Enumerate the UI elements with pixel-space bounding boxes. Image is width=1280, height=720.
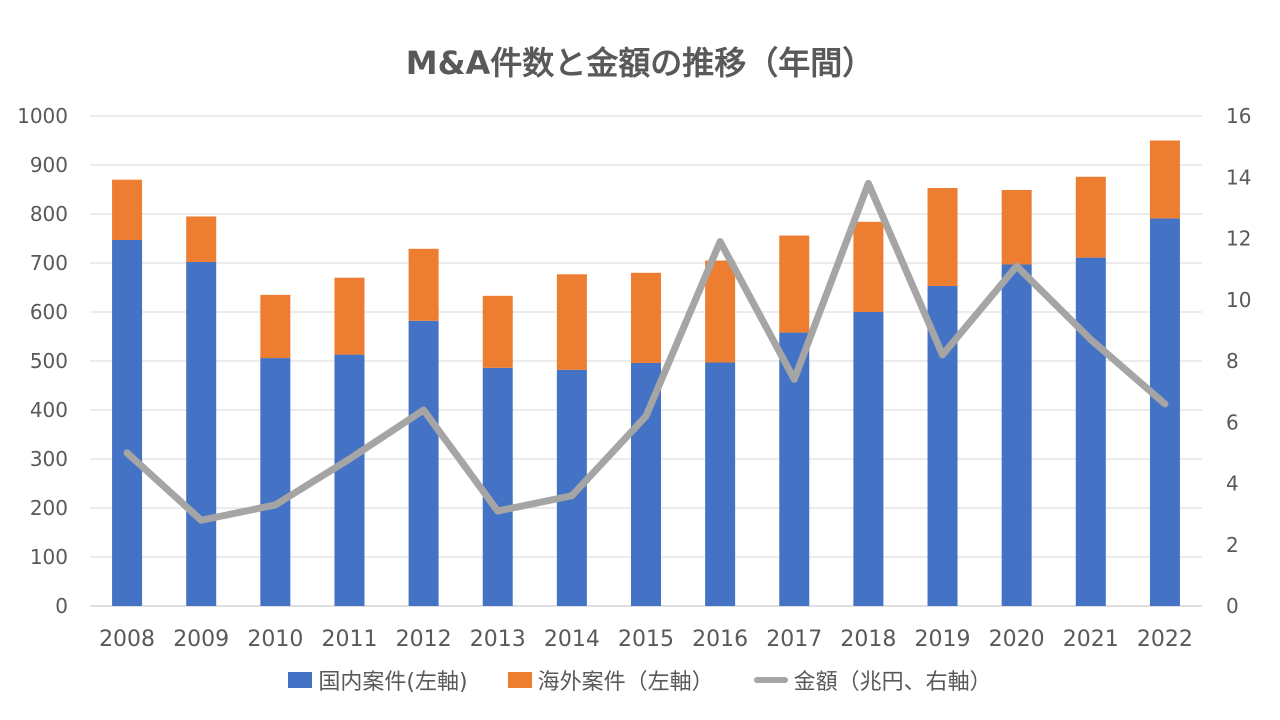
chart-title: M&A件数と金額の推移（年間）: [405, 44, 875, 82]
y-left-tick-label: 1000: [17, 104, 68, 128]
legend-item-domestic: 国内案件(左軸): [288, 664, 468, 696]
y-left-tick-label: 400: [30, 398, 68, 422]
y-right-tick-label: 14: [1226, 165, 1251, 189]
bar-overseas: [556, 274, 587, 370]
bar-overseas: [705, 260, 736, 363]
legend-label-domestic: 国内案件(左軸): [318, 670, 468, 695]
chart-plot: 0 100 200 300 400 500 600 700 800 900 1000 0 2 4 6 8 10 1…: [17, 104, 1251, 652]
legend-item-amount: 金額（兆円、右軸）: [753, 664, 992, 696]
y-left-tick-label: 0: [55, 594, 68, 618]
y-right-tick-label: 8: [1226, 349, 1239, 373]
bar-domestic: [631, 362, 661, 606]
y-left-tick-label: 100: [30, 545, 68, 569]
bar-domestic: [853, 312, 884, 606]
x-tick-label: 2012: [396, 627, 452, 652]
x-tick-label: 2008: [99, 627, 155, 652]
x-tick-label: 2014: [544, 627, 600, 652]
y-right-tick-label: 12: [1226, 227, 1251, 251]
bar-domestic: [1075, 257, 1106, 606]
bars: [112, 140, 1180, 606]
bar-overseas: [408, 248, 439, 321]
x-tick-label: 2016: [692, 627, 748, 652]
y-right-tick-label: 2: [1226, 533, 1239, 557]
bar-overseas: [112, 179, 143, 240]
bar-overseas: [631, 272, 661, 363]
bar-domestic: [112, 239, 143, 606]
bar-domestic: [1149, 218, 1180, 606]
bar-domestic: [408, 320, 439, 606]
x-tick-label: 2018: [840, 627, 896, 652]
bar-domestic: [260, 358, 291, 606]
y-right-tick-label: 16: [1226, 104, 1251, 128]
y-right-tick-label: 0: [1226, 594, 1239, 618]
y-left-tick-label: 200: [30, 496, 68, 520]
y-left-tick-label: 300: [30, 447, 68, 471]
legend-label-amount: 金額（兆円、右軸）: [793, 670, 992, 695]
bar-overseas: [260, 294, 291, 359]
bar-domestic: [334, 354, 365, 606]
legend-swatch-overseas: [507, 672, 532, 688]
y-right-tick-label: 4: [1226, 472, 1239, 496]
x-tick-label: 2011: [321, 627, 377, 652]
y-right-tick-label: 6: [1226, 410, 1239, 434]
bar-overseas: [1075, 176, 1106, 258]
y-left-tick-label: 800: [30, 202, 68, 226]
x-tick-label: 2013: [470, 627, 526, 652]
y-left-tick-label: 500: [30, 349, 68, 373]
legend-swatch-amount: [753, 677, 788, 683]
x-tick-label: 2010: [247, 627, 303, 652]
bar-domestic: [186, 262, 217, 606]
x-tick-label: 2009: [173, 627, 229, 652]
x-tick-label: 2015: [618, 627, 674, 652]
bar-domestic: [705, 362, 736, 606]
bar-overseas: [1149, 140, 1180, 219]
bar-overseas: [186, 216, 217, 263]
x-tick-label: 2020: [989, 627, 1045, 652]
legend: 国内案件(左軸) 海外案件（左軸） 金額（兆円、右軸）: [0, 664, 1280, 696]
legend-swatch-domestic: [288, 672, 313, 688]
y-right-tick-label: 10: [1226, 288, 1251, 312]
bar-overseas: [927, 188, 958, 287]
bar-overseas: [1001, 189, 1032, 265]
amount-line: [123, 179, 1169, 524]
y-left-tick-label: 900: [30, 153, 68, 177]
axis-labels: 0 100 200 300 400 500 600 700 800 900 1000 0 2 4 6 8 10 1…: [17, 104, 1251, 652]
bar-domestic: [1001, 264, 1032, 606]
bar-overseas: [853, 221, 884, 312]
bar-overseas: [482, 295, 513, 368]
x-tick-label: 2022: [1137, 627, 1193, 652]
legend-label-overseas: 海外案件（左軸）: [537, 670, 714, 695]
bar-overseas: [779, 235, 810, 333]
legend-item-overseas: 海外案件（左軸）: [507, 664, 714, 696]
x-tick-label: 2021: [1063, 627, 1119, 652]
y-left-tick-label: 700: [30, 251, 68, 275]
bar-overseas: [334, 277, 365, 355]
bar-domestic: [482, 367, 513, 606]
y-left-tick-label: 600: [30, 300, 68, 324]
x-tick-label: 2017: [766, 627, 822, 652]
x-tick-label: 2019: [915, 627, 971, 652]
